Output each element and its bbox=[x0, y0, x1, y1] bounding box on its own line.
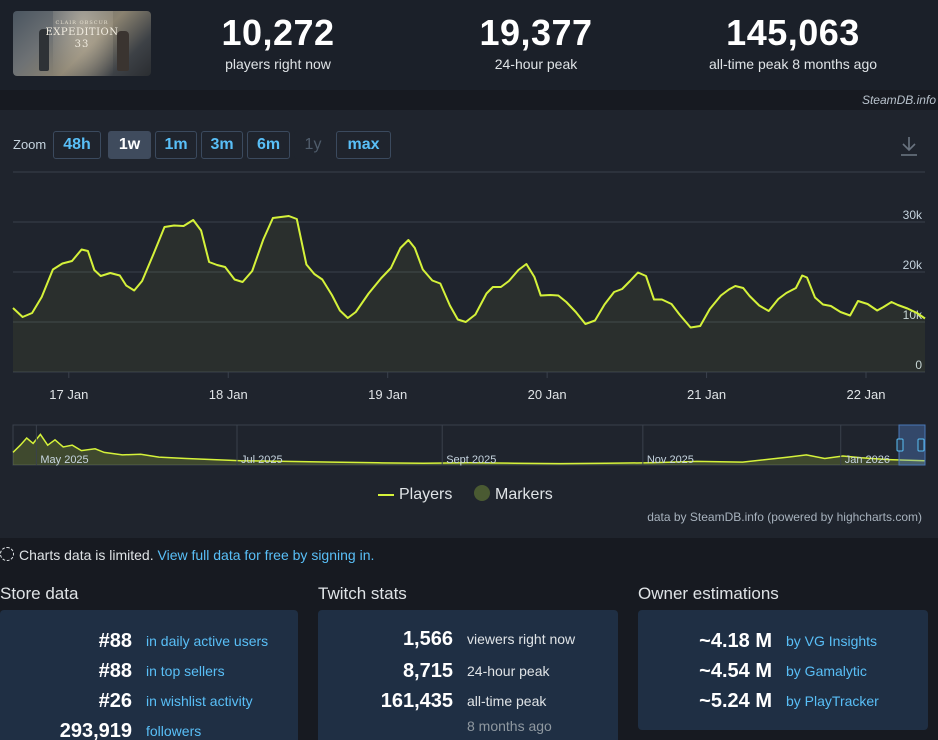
navigator-label: Jan 2026 bbox=[845, 454, 890, 466]
chart-legend: Players Markers bbox=[0, 484, 938, 506]
twitch-row: 161,435 all-time peak bbox=[318, 689, 618, 713]
legend-label: Markers bbox=[495, 486, 553, 503]
twitch-stats-title: Twitch stats bbox=[318, 584, 407, 603]
zoom-3m-button[interactable]: 3m bbox=[201, 131, 243, 159]
y-tick-label: 10k bbox=[903, 308, 923, 322]
twitch-stats-card: 1,566 viewers right now 8,715 24-hour pe… bbox=[318, 610, 618, 740]
thumbnail-subtitle: CLAIR OBSCUR bbox=[55, 20, 109, 26]
x-tick-label: 20 Jan bbox=[528, 387, 567, 402]
store-data-title: Store data bbox=[0, 584, 79, 603]
stat-label: 24-hour peak bbox=[494, 56, 578, 72]
navigator-handle-right bbox=[917, 438, 925, 452]
y-tick-label: 0 bbox=[915, 358, 922, 372]
owner-value: ~5.24 M bbox=[699, 690, 772, 712]
stat-value: 19,377 bbox=[479, 12, 593, 53]
owner-value: ~4.18 M bbox=[699, 630, 772, 652]
series-line-players bbox=[12, 215, 926, 329]
store-value: #88 bbox=[98, 660, 132, 682]
store-link[interactable]: in top sellers bbox=[146, 663, 225, 679]
thumbnail-number: 33 bbox=[74, 39, 90, 50]
game-header: CLAIR OBSCUR EXPEDITION 33 10,272 player… bbox=[0, 0, 938, 90]
notice-message: Charts data is limited. bbox=[19, 547, 158, 563]
twitch-label: viewers right now bbox=[467, 631, 576, 647]
zoom-6m-button[interactable]: 6m bbox=[247, 131, 290, 159]
legend-item-players[interactable]: Players bbox=[378, 484, 452, 506]
x-tick-label: 22 Jan bbox=[846, 387, 885, 402]
store-row: #26 in wishlist activity bbox=[0, 689, 298, 713]
zoom-label: Zoom bbox=[13, 137, 47, 152]
stat-value: 145,063 bbox=[726, 12, 860, 53]
navigator-label: Nov 2025 bbox=[647, 454, 694, 466]
store-link[interactable]: followers bbox=[146, 723, 202, 739]
legend-line-icon bbox=[378, 493, 394, 496]
thumbnail-figure bbox=[39, 29, 49, 71]
owner-source-link[interactable]: by Gamalytic bbox=[786, 663, 867, 679]
owner-value: ~4.54 M bbox=[699, 660, 772, 682]
twitch-value: 1,566 bbox=[402, 628, 453, 650]
owner-source-link[interactable]: by PlayTracker bbox=[786, 693, 879, 709]
twitch-peak-time: 8 months ago bbox=[467, 718, 552, 734]
navigator-handle-left bbox=[896, 438, 904, 452]
stat-players-now: 10,272 players right now bbox=[178, 12, 378, 73]
player-count-chart[interactable]: 0 10k 20k 30k 17 Jan 18 Jan 19 Jan 20 Jan 21 Jan… bbox=[0, 110, 938, 480]
store-link[interactable]: in wishlist activity bbox=[146, 693, 253, 709]
twitch-value: 161,435 bbox=[380, 690, 453, 712]
stat-value: 10,272 bbox=[221, 12, 335, 53]
x-tick-label: 18 Jan bbox=[209, 387, 248, 402]
store-data-card: #88 in daily active users #88 in top sel… bbox=[0, 610, 298, 740]
stat-24h-peak: 19,377 24-hour peak bbox=[436, 12, 636, 73]
navigator-area bbox=[13, 434, 925, 465]
stat-all-time-peak: 145,063 all-time peak 8 months ago bbox=[670, 12, 916, 73]
store-row: 293,919 followers bbox=[0, 719, 298, 740]
chart-credits[interactable]: data by SteamDB.info (powered by highcha… bbox=[647, 510, 922, 524]
y-tick-label: 30k bbox=[903, 208, 923, 222]
owner-row: ~4.54 M by Gamalytic bbox=[638, 659, 928, 683]
legend-dot-icon bbox=[474, 485, 490, 502]
owner-row: ~5.24 M by PlayTracker bbox=[638, 689, 928, 713]
navigator-label: Jul 2025 bbox=[241, 454, 283, 466]
x-tick-label: 21 Jan bbox=[687, 387, 726, 402]
store-value: #26 bbox=[98, 690, 132, 712]
twitch-label: 24-hour peak bbox=[467, 663, 550, 679]
stat-label: players right now bbox=[225, 56, 331, 72]
legend-label: Players bbox=[399, 486, 453, 503]
zoom-48h-button[interactable]: 48h bbox=[53, 131, 101, 159]
navigator-line bbox=[12, 433, 926, 465]
chart-panel: Zoom 48h 1w 1m 3m 6m 1y max 0 10k 20k 30k 17… bbox=[0, 110, 938, 538]
navigator-label: May 2025 bbox=[40, 454, 88, 466]
x-tick-label: 17 Jan bbox=[49, 387, 88, 402]
game-thumbnail[interactable]: CLAIR OBSCUR EXPEDITION 33 bbox=[13, 11, 151, 76]
twitch-label: all-time peak bbox=[467, 693, 547, 709]
owner-row: ~4.18 M by VG Insights bbox=[638, 629, 928, 653]
zoom-max-button[interactable]: max bbox=[336, 131, 391, 159]
zoom-1y-button: 1y bbox=[294, 131, 332, 159]
legend-item-markers[interactable]: Markers bbox=[474, 484, 553, 506]
store-row: #88 in daily active users bbox=[0, 629, 298, 653]
store-row: #88 in top sellers bbox=[0, 659, 298, 683]
owner-source-link[interactable]: by VG Insights bbox=[786, 633, 878, 649]
steamdb-brand: SteamDB.info bbox=[861, 93, 936, 107]
thumbnail-art bbox=[53, 11, 113, 76]
zoom-1m-button[interactable]: 1m bbox=[155, 131, 197, 159]
store-value: #88 bbox=[98, 630, 132, 652]
series-area bbox=[13, 216, 925, 372]
navigator-label: Sept 2025 bbox=[446, 454, 496, 466]
store-value: 293,919 bbox=[59, 720, 132, 740]
notice-text: Charts data is limited. View full data f… bbox=[19, 545, 374, 565]
owner-estimations-card: ~4.18 M by VG Insights ~4.54 M by Gamaly… bbox=[638, 610, 928, 730]
download-icon[interactable] bbox=[898, 134, 920, 158]
stat-label: all-time peak 8 months ago bbox=[708, 56, 878, 72]
store-link[interactable]: in daily active users bbox=[146, 633, 269, 649]
thumbnail-title: EXPEDITION bbox=[45, 27, 119, 38]
owner-estimations-title: Owner estimations bbox=[638, 584, 779, 603]
y-tick-label: 20k bbox=[903, 258, 923, 272]
twitch-row: 1,566 viewers right now bbox=[318, 627, 618, 651]
twitch-value: 8,715 bbox=[402, 660, 453, 682]
zoom-1w-button[interactable]: 1w bbox=[108, 131, 151, 159]
dashed-circle-icon bbox=[0, 547, 14, 561]
twitch-row: 8,715 24-hour peak bbox=[318, 659, 618, 683]
thumbnail-figure bbox=[117, 31, 129, 71]
x-tick-label: 19 Jan bbox=[368, 387, 407, 402]
sign-in-link[interactable]: View full data for free by signing in. bbox=[157, 547, 375, 563]
